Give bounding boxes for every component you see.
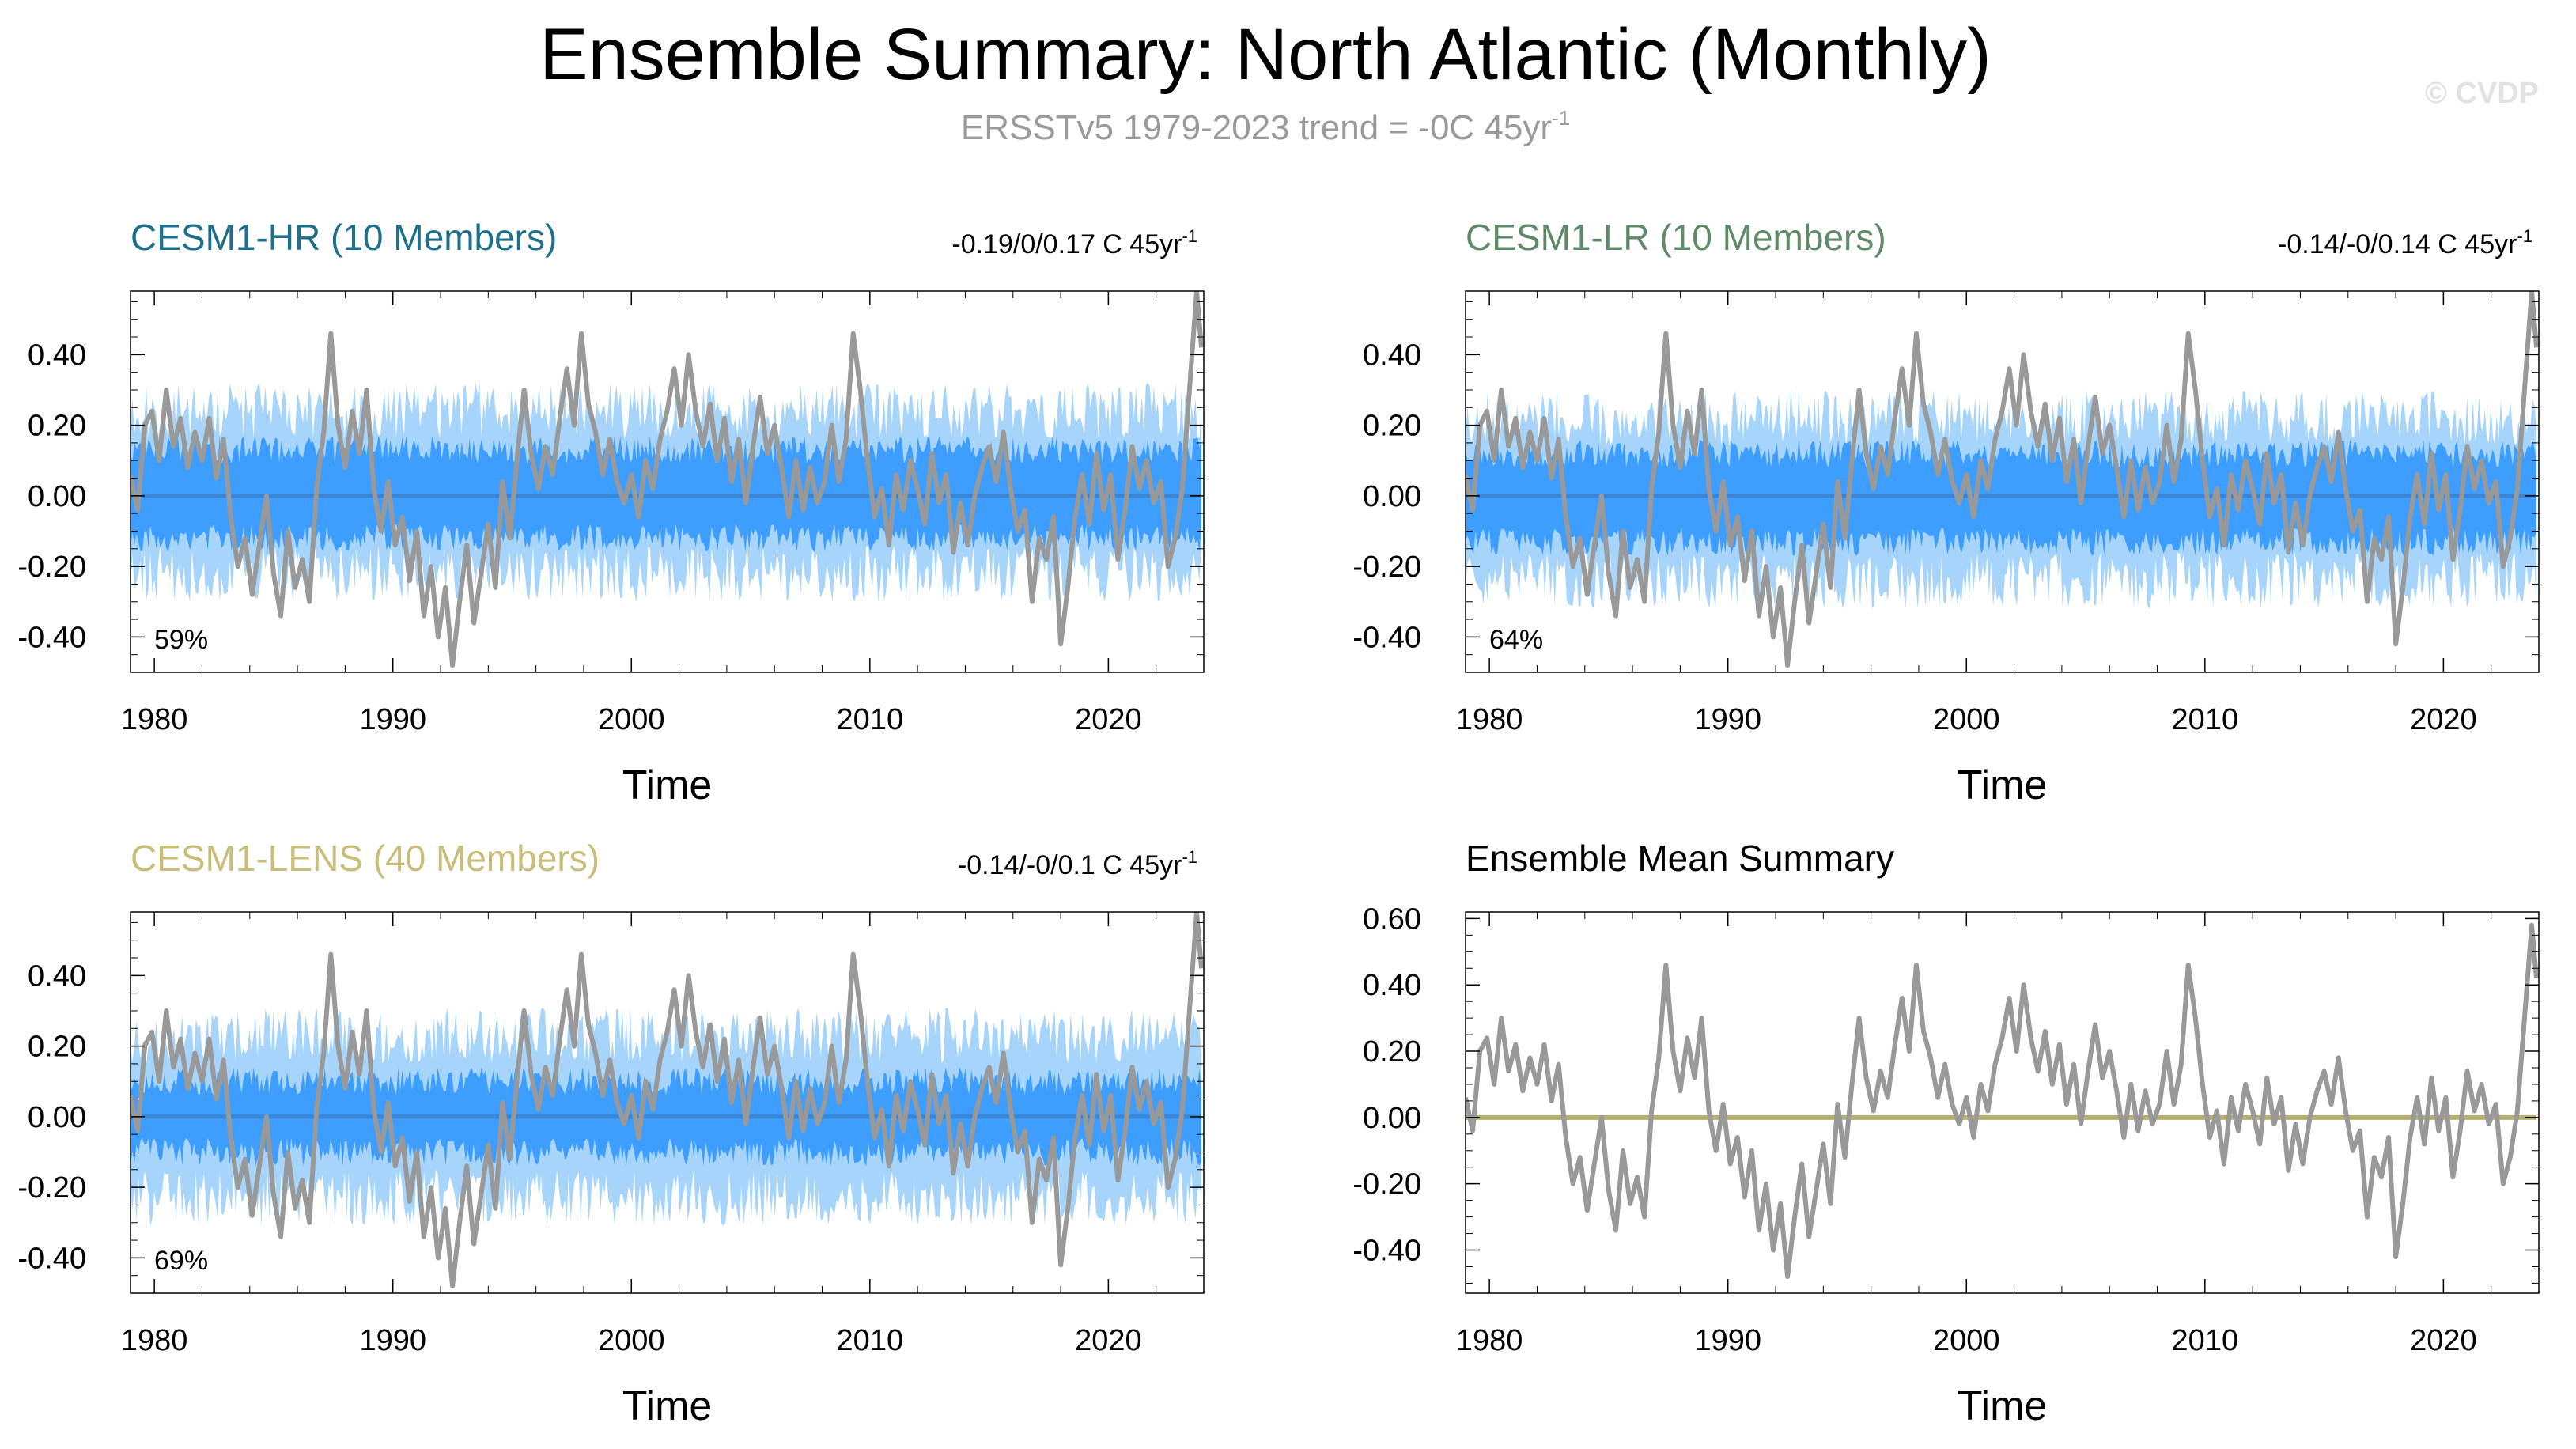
plot-area-hr: [131, 291, 1204, 668]
x-tick-label: 2000: [1933, 703, 2000, 736]
y-tick-label: 0.60: [1363, 902, 1421, 936]
y-tick-label: 0.20: [28, 1031, 86, 1064]
x-tick-label: 2010: [837, 703, 904, 736]
x-tick-label: 1990: [1694, 1324, 1761, 1357]
plot-frame-lens: [130, 911, 1205, 1294]
plot-frame-lr: [1465, 290, 2540, 673]
trend-label-text: -0.14/-0/0.14 C 45yr: [2278, 229, 2517, 259]
x-tick-label: 2010: [2172, 1324, 2239, 1357]
plot-area-lens: [131, 912, 1204, 1289]
x-axis-title: Time: [622, 1383, 713, 1429]
trend-label-text: -0.19/0/0.17 C 45yr: [951, 229, 1182, 259]
x-axis-title: Time: [1958, 762, 2048, 808]
panel-title-lens: CESM1-LENS (40 Members): [131, 838, 600, 879]
x-tick-label: 1990: [359, 1324, 426, 1357]
x-tick-label: 2020: [2410, 703, 2477, 736]
subtitle-superscript: -1: [1552, 106, 1570, 130]
panel-lens: CESM1-LENS (40 Members) -0.14/-0/0.1 C 45…: [17, 838, 1205, 1429]
percent-label: 59%: [154, 625, 208, 655]
y-tick-label: -0.40: [17, 621, 86, 654]
x-tick-label: 1990: [1694, 703, 1761, 736]
observed-series-line: [1466, 922, 2539, 1279]
y-tick-label: 0.40: [28, 339, 86, 372]
y-tick-label: 0.00: [28, 480, 86, 513]
plot-area-summary: [1466, 922, 2539, 1279]
y-tick-label: -0.40: [17, 1242, 86, 1275]
x-tick-label: 2020: [2410, 1324, 2477, 1357]
x-tick-label: 1980: [1456, 703, 1523, 736]
cvdp-watermark: © CVDP: [2425, 77, 2539, 110]
plot-frame-hr: [130, 290, 1205, 673]
percent-label: 69%: [154, 1246, 208, 1276]
x-tick-label: 1980: [1456, 1324, 1523, 1357]
y-tick-label: 0.00: [1363, 480, 1421, 513]
subtitle-main: ERSSTv5 1979-2023 trend = -0C 45yr: [961, 108, 1552, 147]
trend-label-superscript: -1: [2517, 226, 2532, 246]
y-tick-label: 0.40: [28, 959, 86, 993]
trend-label-hr: -0.19/0/0.17 C 45yr-1: [951, 226, 1197, 259]
observed-series-line: [131, 912, 1204, 1289]
plot-frame-summary: [1465, 911, 2540, 1294]
x-tick-label: 1980: [121, 703, 188, 736]
x-tick-label: 2000: [1933, 1324, 2000, 1357]
panel-title-hr: CESM1-HR (10 Members): [131, 217, 557, 258]
plot-area-lr: [1466, 291, 2539, 668]
figure-title: Ensemble Summary: North Atlantic (Monthl…: [539, 14, 1992, 95]
y-tick-label: 0.00: [28, 1101, 86, 1134]
panel-title-summary: Ensemble Mean Summary: [1466, 838, 1894, 879]
y-tick-label: 0.20: [28, 410, 86, 443]
trend-label-superscript: -1: [1182, 847, 1197, 867]
y-tick-label: 0.20: [1363, 1035, 1421, 1069]
x-tick-label: 1990: [359, 703, 426, 736]
trend-label-lens: -0.14/-0/0.1 C 45yr-1: [958, 847, 1197, 880]
trend-label-text: -0.14/-0/0.1 C 45yr: [958, 850, 1182, 880]
y-tick-label: -0.20: [17, 550, 86, 584]
x-tick-label: 2010: [2172, 703, 2239, 736]
y-tick-label: 0.40: [1363, 339, 1421, 372]
x-tick-label: 2000: [598, 703, 665, 736]
x-tick-label: 2000: [598, 1324, 665, 1357]
panel-summary: Ensemble Mean Summary -0.40 -0.20 0.00 0.20 0…: [1352, 838, 2540, 1429]
chart-panels: CESM1-HR (10 Members) -0.19/0/0.17 C 45yr…: [17, 217, 2540, 1429]
y-tick-label: -0.20: [17, 1171, 86, 1205]
x-tick-label: 1980: [121, 1324, 188, 1357]
observed-series-line: [1466, 291, 2539, 668]
y-tick-label: 0.40: [1363, 969, 1421, 1002]
figure-subtitle: ERSSTv5 1979-2023 trend = -0C 45yr-1: [961, 106, 1570, 147]
panel-lr: CESM1-LR (10 Members) -0.14/-0/0.14 C 45y…: [1352, 217, 2540, 808]
panel-hr: CESM1-HR (10 Members) -0.19/0/0.17 C 45yr…: [17, 217, 1205, 808]
x-tick-label: 2010: [837, 1324, 904, 1357]
x-axis-title: Time: [1958, 1383, 2048, 1429]
percent-label: 64%: [1489, 625, 1543, 655]
y-tick-label: 0.00: [1363, 1102, 1421, 1135]
y-tick-label: -0.20: [1352, 1168, 1421, 1201]
y-tick-label: -0.40: [1352, 1235, 1421, 1268]
y-tick-label: 0.20: [1363, 410, 1421, 443]
panel-title-lr: CESM1-LR (10 Members): [1466, 217, 1886, 258]
observed-series-line: [131, 291, 1204, 668]
x-tick-label: 2020: [1075, 703, 1142, 736]
trend-label-superscript: -1: [1182, 226, 1197, 246]
y-tick-label: -0.40: [1352, 621, 1421, 654]
y-tick-label: -0.20: [1352, 550, 1421, 584]
trend-label-lr: -0.14/-0/0.14 C 45yr-1: [2278, 226, 2532, 259]
x-axis-title: Time: [622, 762, 713, 808]
x-tick-label: 2020: [1075, 1324, 1142, 1357]
